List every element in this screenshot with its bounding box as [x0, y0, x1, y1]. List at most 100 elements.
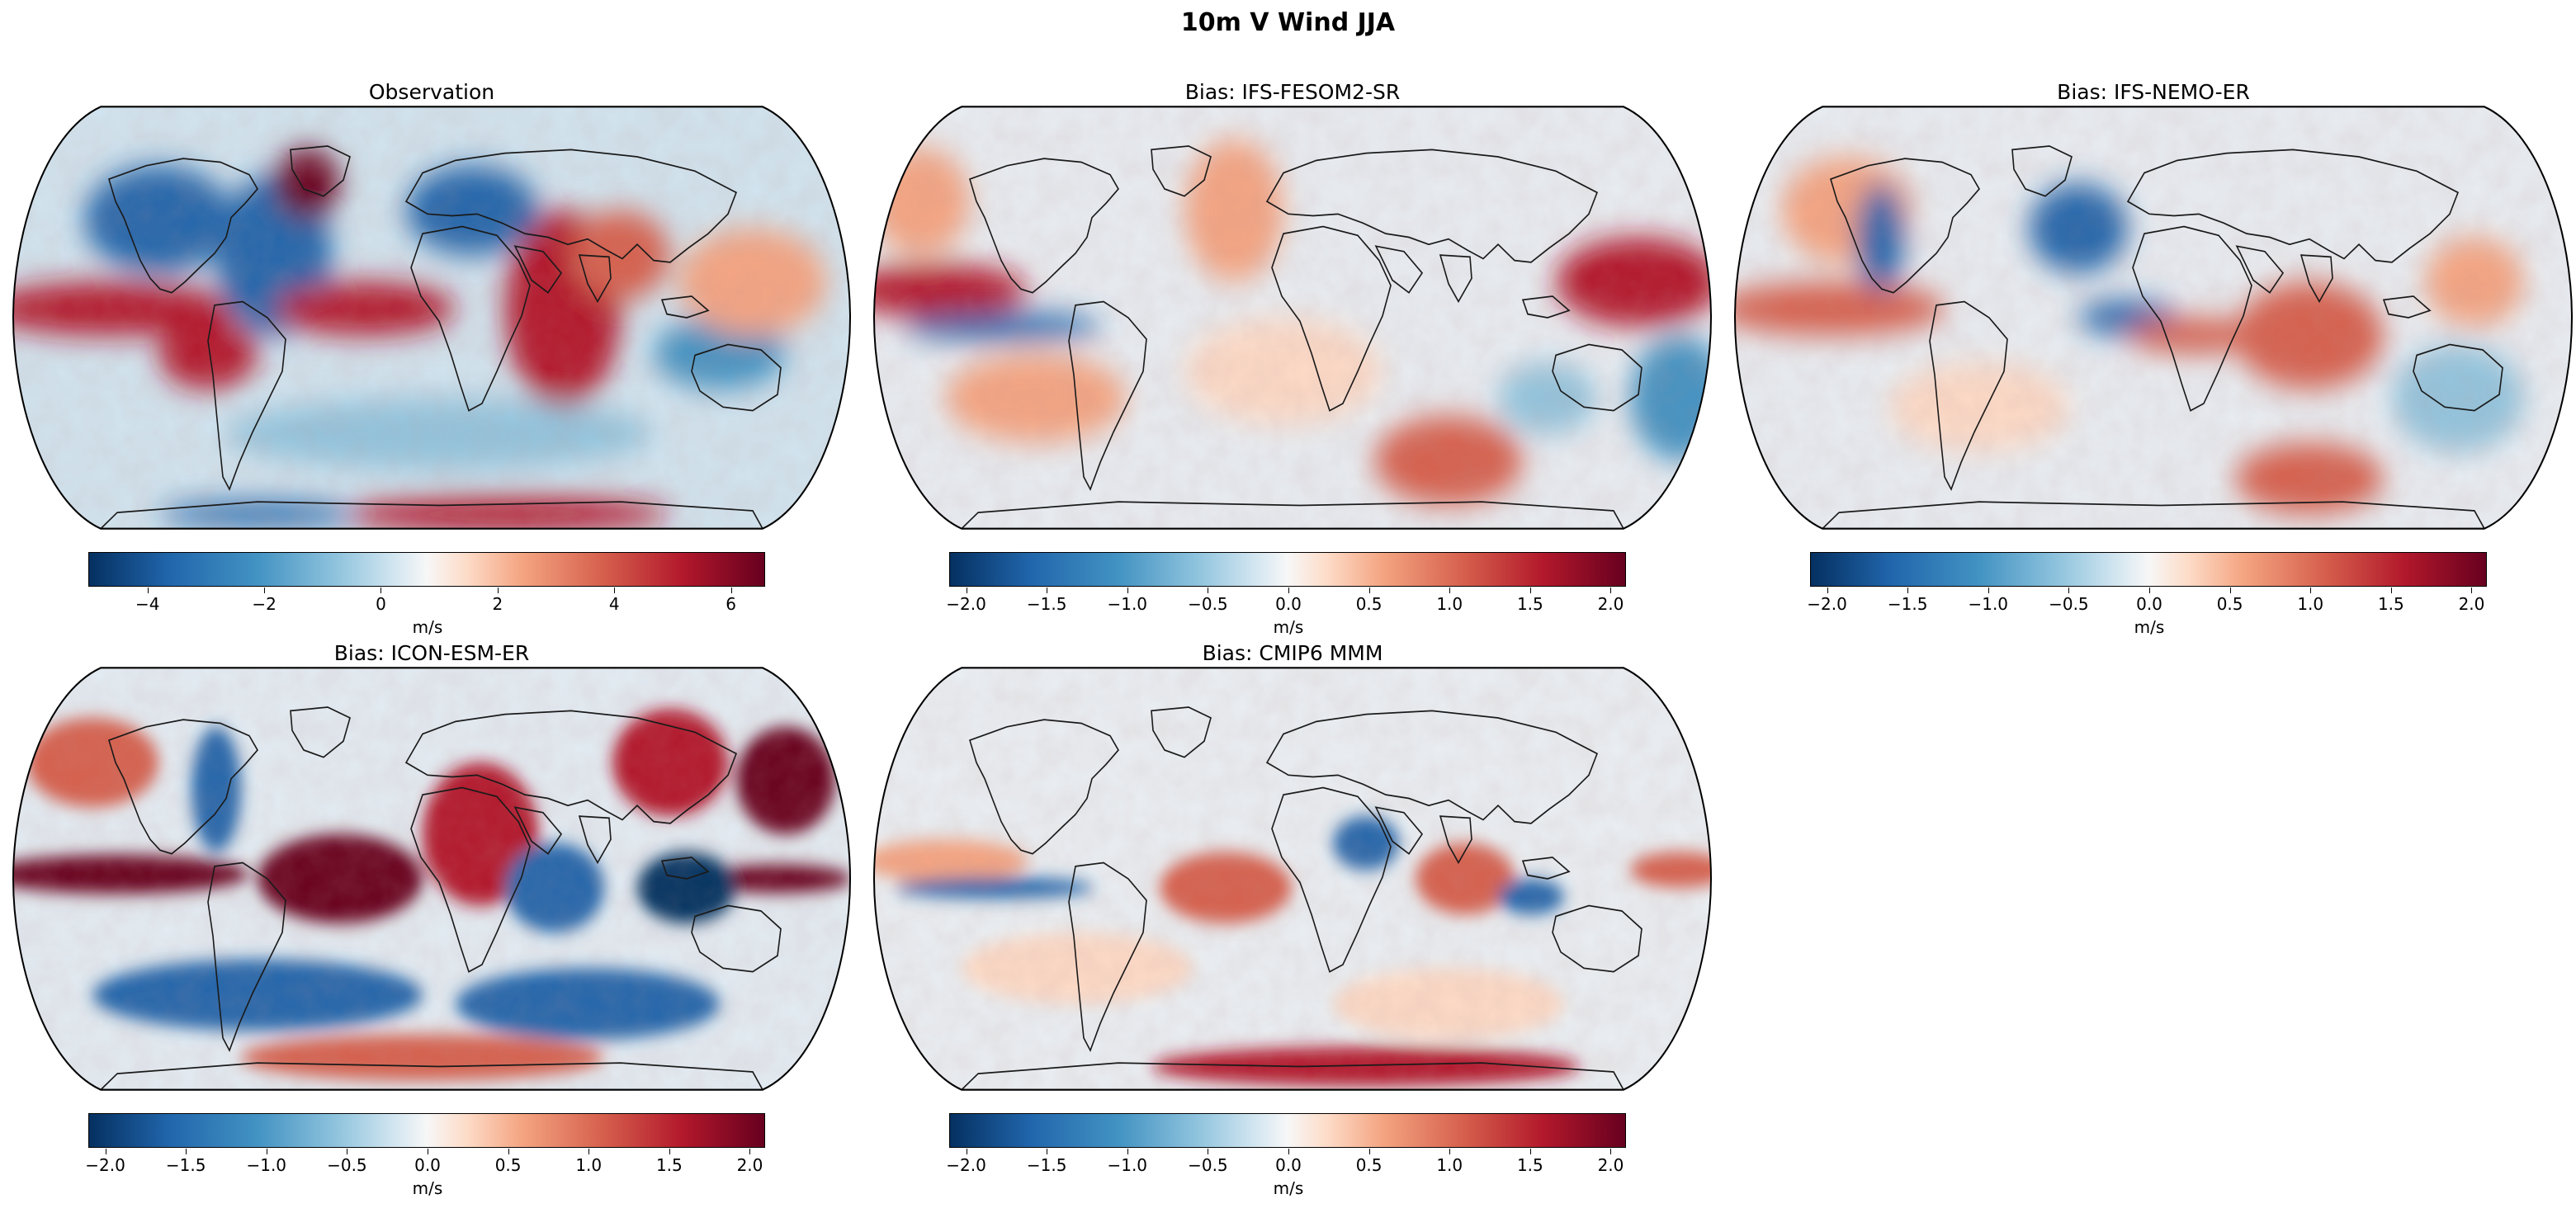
map-cmip6-mmm	[872, 667, 1713, 1091]
colorbar-tick-label: 6	[726, 594, 736, 614]
colorbar-tick-label: −1.0	[1968, 594, 2009, 614]
colorbar-tick-label: 1.5	[1516, 594, 1543, 614]
colorbar-tick	[1827, 588, 1828, 593]
colorbar-tick-label: −1.0	[1107, 594, 1148, 614]
colorbar-tick-label: 0.0	[2136, 594, 2162, 614]
colorbar-tick-label: 1.5	[655, 1155, 683, 1175]
colorbar-tick-label: −1.5	[1887, 594, 1928, 614]
map-observation	[12, 106, 852, 530]
colorbar-tick-label: 0	[376, 594, 386, 614]
colorbar-tick-label: 1.5	[2377, 594, 2404, 614]
colorbar-tick	[2471, 588, 2473, 593]
colorbar-tick	[1529, 588, 1531, 593]
colorbar-tick	[1988, 588, 1989, 593]
colorbar-tick-label: −0.5	[327, 1155, 367, 1175]
colorbar-tick	[264, 588, 266, 593]
colorbar-tick-label: 0.0	[1275, 1155, 1302, 1175]
colorbar-tick	[669, 1149, 670, 1154]
map-ifs-fesom2-sr	[872, 106, 1713, 530]
colorbar-tick	[730, 588, 732, 593]
colorbar-tick	[1288, 1149, 1289, 1154]
colorbar-tick-label: 0.5	[1355, 594, 1383, 614]
colorbar-tick-label: −2.0	[946, 594, 986, 614]
panel-cmip6-mmm: Bias: CMIP6 MMM −2.0 −1.5 −1.0 −0.5 0.0 0.5 1.…	[871, 641, 1714, 1198]
colorbar-tick	[1368, 1149, 1370, 1154]
colorbar-unit-label: m/s	[2134, 617, 2165, 637]
colorbar-tick	[1127, 588, 1128, 593]
colorbar-tick-label: −0.5	[2049, 594, 2089, 614]
colorbar: −2.0 −1.5 −1.0 −0.5 0.0 0.5 1.0 1.5 2.0 m/s	[946, 552, 1626, 637]
colorbar-tick-label: −4	[135, 594, 160, 614]
colorbar-tick-label: 0.0	[1275, 594, 1302, 614]
colorbar-tick-label: 0.5	[2216, 594, 2243, 614]
colorbar-tick-label: 1.5	[1516, 1155, 1543, 1175]
colorbar-tick	[2310, 588, 2312, 593]
colorbar-tick	[614, 588, 616, 593]
colorbar-unit-label: m/s	[1273, 617, 1304, 637]
panel-observation: Observation −4 −2	[10, 80, 853, 637]
colorbar-tick	[2068, 588, 2070, 593]
colorbar-tick	[1610, 588, 1612, 593]
colorbar-tick-label: 1.0	[1436, 594, 1463, 614]
colorbar-tick-label: 1.0	[2297, 594, 2324, 614]
panel-ifs-fesom2-sr: Bias: IFS-FESOM2-SR −2.0 −1.5 −1.0 −0.5 0.0 0…	[871, 80, 1714, 637]
colorbar-tick-label: 2	[492, 594, 503, 614]
colorbar-tick	[508, 1149, 509, 1154]
panel-title: Bias: ICON-ESM-ER	[333, 641, 530, 665]
colorbar-tick	[1127, 1149, 1128, 1154]
colorbar-tick-label: 2.0	[1597, 1155, 1624, 1175]
colorbar-unit-label: m/s	[412, 617, 443, 637]
colorbar-tick	[1610, 1149, 1612, 1154]
colorbar-tick-label: 0.5	[1355, 1155, 1383, 1175]
colorbar-tick	[1368, 588, 1370, 593]
panel-ifs-nemo-er: Bias: IFS-NEMO-ER −2.0 −1.5 −1.0 −0.5 0.0 0.5…	[1732, 80, 2575, 637]
colorbar: −2.0 −1.5 −1.0 −0.5 0.0 0.5 1.0 1.5 2.0 m/s	[946, 1113, 1626, 1198]
colorbar-tick-label: −2.0	[946, 1155, 986, 1175]
colorbar-tick-label: −2	[252, 594, 277, 614]
colorbar-tick-label: 2.0	[736, 1155, 763, 1175]
colorbar-tick	[2149, 588, 2150, 593]
map-ifs-nemo-er	[1733, 106, 2574, 530]
colorbar-tick-label: −1.0	[246, 1155, 287, 1175]
colorbar-tick	[147, 588, 149, 593]
map-icon-esm-er	[12, 667, 852, 1091]
panel-title: Bias: IFS-FESOM2-SR	[1184, 80, 1401, 104]
colorbar-tick-label: 0.5	[494, 1155, 522, 1175]
colorbar-tick	[1529, 1149, 1531, 1154]
colorbar-tick-label: −1.5	[1026, 1155, 1067, 1175]
colorbar-tick	[2229, 588, 2231, 593]
panel-title: Bias: IFS-NEMO-ER	[2057, 80, 2250, 104]
colorbar-tick	[1907, 588, 1909, 593]
colorbar-unit-label: m/s	[412, 1178, 443, 1198]
colorbar-tick-label: −1.0	[1107, 1155, 1148, 1175]
colorbar-tick	[1449, 588, 1451, 593]
colorbar-tick-label: −1.5	[165, 1155, 206, 1175]
colorbar-tick-label: −1.5	[1026, 594, 1067, 614]
colorbar: −2.0 −1.5 −1.0 −0.5 0.0 0.5 1.0 1.5 2.0 m/s	[85, 1113, 765, 1198]
figure-title: 10m V Wind JJA	[1180, 8, 1396, 37]
colorbar-tick	[2390, 588, 2392, 593]
colorbar-tick-label: −0.5	[1188, 594, 1228, 614]
colorbar-tick	[588, 1149, 590, 1154]
colorbar-tick-label: −0.5	[1188, 1155, 1228, 1175]
colorbar-tick	[1449, 1149, 1451, 1154]
colorbar-tick-label: −2.0	[1807, 594, 1847, 614]
colorbar: −4 −2 0 2 4 6 m/s	[88, 552, 765, 637]
panel-title: Observation	[368, 80, 495, 104]
colorbar-tick-label: 2.0	[1597, 594, 1624, 614]
colorbar-tick-label: 2.0	[2458, 594, 2485, 614]
colorbar-tick-label: 4	[608, 594, 620, 614]
colorbar-tick-label: 1.0	[1436, 1155, 1463, 1175]
colorbar-tick-label: 1.0	[575, 1155, 603, 1175]
colorbar: −2.0 −1.5 −1.0 −0.5 0.0 0.5 1.0 1.5 2.0 m/s	[1807, 552, 2487, 637]
colorbar-tick	[749, 1149, 751, 1154]
colorbar-tick	[186, 1149, 187, 1154]
colorbar-tick	[1288, 588, 1289, 593]
colorbar-tick	[380, 588, 382, 593]
colorbar-tick-label: −2.0	[85, 1155, 125, 1175]
panel-icon-esm-er: Bias: ICON-ESM-ER −2.0 −1.	[10, 641, 853, 1198]
colorbar-tick	[497, 588, 499, 593]
colorbar-tick-label: 0.0	[414, 1155, 441, 1175]
panel-title: Bias: CMIP6 MMM	[1202, 641, 1383, 665]
colorbar-unit-label: m/s	[1273, 1178, 1304, 1198]
